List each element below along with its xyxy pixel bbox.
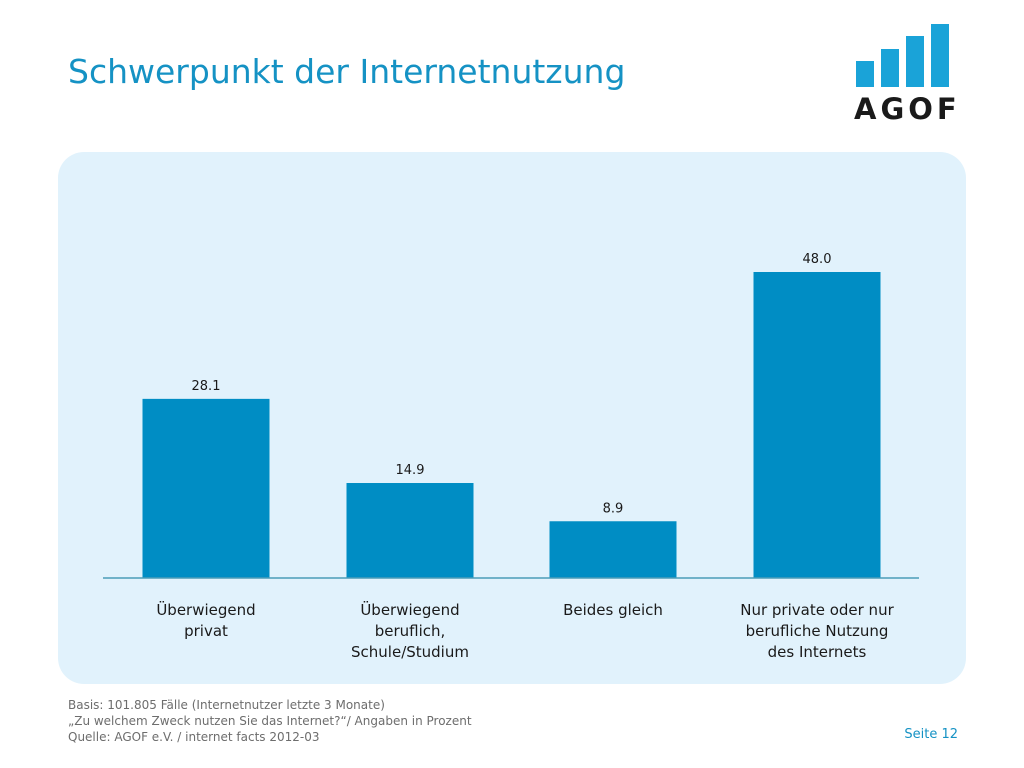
category-label: privat	[184, 622, 228, 640]
chart-panel: 28.1 Überwiegend privat 14.9 Überwiegend beru…	[58, 152, 966, 684]
bar	[346, 483, 474, 578]
bar	[142, 398, 270, 578]
footer-source: Quelle: AGOF e.V. / internet facts 2012-…	[68, 730, 320, 744]
data-label: 8.9	[603, 501, 624, 516]
footer-notes: Basis: 101.805 Fälle (Internetnutzer let…	[68, 697, 472, 745]
logo-text: AGOF	[854, 92, 961, 126]
logo-bar	[881, 49, 899, 87]
data-label: 14.9	[396, 463, 425, 478]
category-label: des Internets	[768, 643, 867, 661]
category-label: Überwiegend	[360, 600, 459, 619]
data-label: 48.0	[803, 252, 832, 267]
category-label: berufliche Nutzung	[746, 622, 889, 640]
category-label: Schule/Studium	[351, 643, 469, 661]
category-label: beruflich,	[375, 622, 446, 640]
bar	[753, 272, 881, 578]
category-label: Überwiegend	[156, 600, 255, 619]
bar-chart: 28.1 Überwiegend privat 14.9 Überwiegend beru…	[103, 252, 919, 661]
category-label: Nur private oder nur	[740, 601, 894, 619]
category-label: Beides gleich	[563, 601, 663, 619]
page-title: Schwerpunkt der Internetnutzung	[68, 52, 626, 91]
bar	[549, 521, 677, 578]
logo-bar	[856, 61, 874, 87]
agof-logo: AGOF	[852, 24, 961, 126]
logo-bar	[906, 36, 924, 87]
data-label: 28.1	[192, 379, 221, 394]
logo-bar	[931, 24, 949, 87]
footer-basis: Basis: 101.805 Fälle (Internetnutzer let…	[68, 698, 385, 712]
page-number: Seite 12	[904, 727, 958, 742]
footer-question: „Zu welchem Zweck nutzen Sie das Interne…	[68, 714, 472, 728]
